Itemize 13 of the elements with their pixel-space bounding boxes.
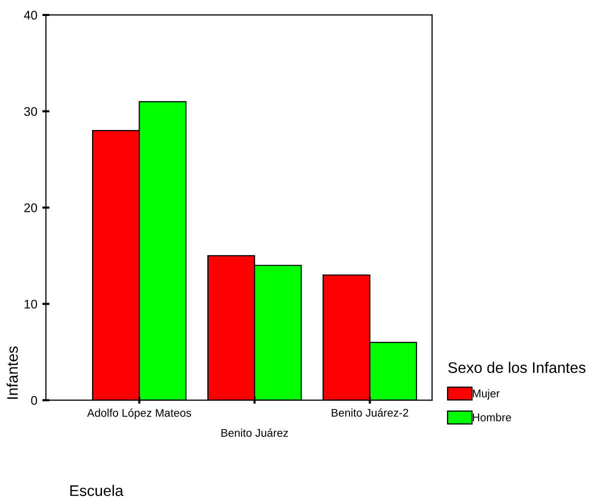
x-axis-title: Escuela [70,484,124,496]
y-tick-label: 0 [31,396,38,405]
x-tick-label: Adolfo López Mateos [87,408,192,420]
y-tick-label: 30 [24,107,38,116]
legend-title: Sexo de los Infantes [448,362,586,374]
x-tick-label: Benito Juárez [221,428,288,437]
y-tick-label: 40 [24,10,38,20]
legend-label: Mujer [472,389,500,400]
x-tick-label: Benito Juárez-2 [332,408,408,417]
y-tick-label: 20 [24,203,38,212]
y-tick-label: 10 [24,300,38,309]
legend-label: Hombre [472,413,512,422]
y-axis-title: Infantes [6,346,18,399]
